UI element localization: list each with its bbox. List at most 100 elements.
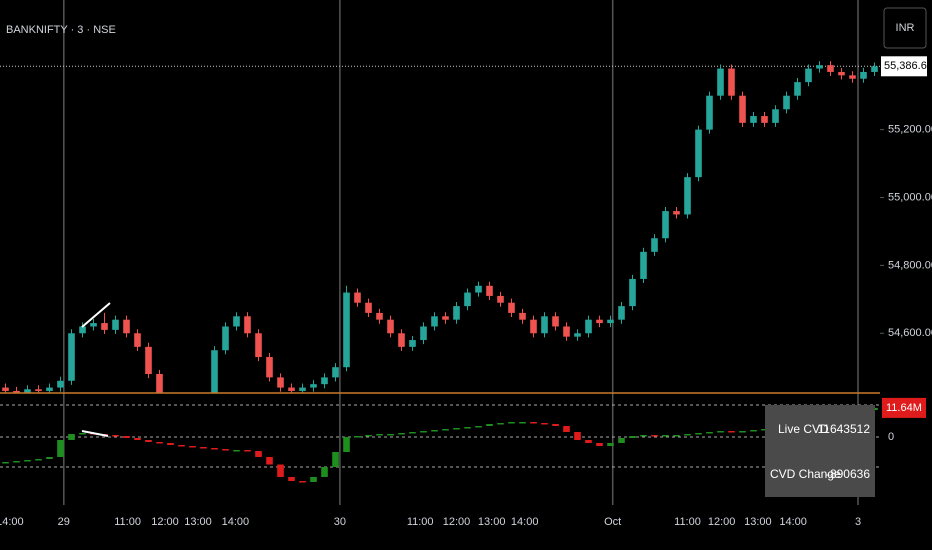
cvd-bar [464, 427, 471, 429]
candle-body [68, 333, 75, 381]
cvd-bar [728, 431, 735, 433]
cvd-bar [629, 436, 636, 438]
candle-body [651, 238, 658, 252]
candle-body [871, 66, 878, 72]
x-tick-label: 11:00 [114, 516, 141, 528]
candle-body [376, 312, 383, 320]
x-tick-label: 11:00 [674, 516, 701, 528]
candle-body [596, 319, 603, 324]
candle-body [46, 387, 53, 391]
table-cell: Live CVD [778, 422, 829, 436]
cvd-table: Live CVD 11643512 CVD Change -890636 [765, 405, 875, 497]
candle-body [695, 129, 702, 178]
cvd-bar [365, 435, 372, 437]
cvd-bar [552, 424, 559, 426]
cvd-bar [717, 431, 724, 433]
x-tick-label: 12:00 [151, 516, 179, 528]
currency-label[interactable]: INR [896, 22, 915, 34]
cvd-bar [398, 433, 405, 435]
candle-body [2, 387, 9, 391]
x-tick-label: 14:00 [511, 516, 539, 528]
candle-body [585, 319, 592, 334]
candle-body [156, 373, 163, 393]
cvd-bar [310, 477, 317, 482]
candle-body [706, 95, 713, 130]
x-tick-label: 14:00 [222, 516, 250, 528]
candle-body [90, 323, 97, 327]
currency-button[interactable] [883, 7, 927, 49]
cvd-bar [200, 447, 207, 449]
cvd-bar [453, 428, 460, 430]
candle-body [750, 116, 757, 123]
candle-body [783, 95, 790, 110]
candle-body [101, 323, 108, 330]
cvd-bar [662, 435, 669, 437]
candle-body [640, 251, 647, 279]
cvd-bar [189, 446, 196, 448]
cvd-bar [420, 431, 427, 433]
cvd-bar [123, 436, 130, 438]
x-tick-label: 3 [855, 516, 861, 528]
x-tick-label: 12:00 [443, 516, 471, 528]
candle-body [266, 357, 273, 378]
candle-body [860, 71, 867, 79]
axes: 14:002911:0012:0013:0014:003011:0012:001… [0, 56, 932, 528]
cvd-bar [706, 432, 713, 434]
candle-body [794, 82, 801, 96]
candle-body [717, 68, 724, 96]
cvd-bar [211, 448, 218, 450]
candle-body [123, 319, 130, 334]
table-cell: CVD Change [770, 467, 841, 481]
cvd-bar [618, 438, 625, 443]
candle-body [24, 389, 31, 393]
candle-body [288, 387, 295, 391]
candle-body [211, 350, 218, 393]
cvd-bar [541, 423, 548, 425]
candle-body [145, 346, 152, 374]
cvd-bar [684, 434, 691, 436]
candle-body [838, 71, 845, 76]
cvd-bar [2, 462, 9, 464]
cvd-bar [178, 445, 185, 447]
candle-body [453, 306, 460, 320]
candle-body [816, 65, 823, 69]
x-tick-label: 13:00 [744, 516, 772, 528]
cvd-last-box [882, 397, 926, 418]
candle-body [409, 340, 416, 347]
candle-body [13, 390, 20, 393]
cvd-bar [13, 461, 20, 463]
cvd-bar [299, 481, 306, 483]
cvd-bar [530, 422, 537, 424]
cvd-bar [387, 434, 394, 436]
last-price-label: 55,386.65 [884, 60, 932, 72]
candle-body [574, 333, 581, 337]
cvd-bar [222, 449, 229, 451]
candle-body [310, 384, 317, 388]
cvd-bar [739, 431, 746, 433]
cvd-bar [134, 438, 141, 440]
candle-body [112, 319, 119, 330]
candle-body [618, 306, 625, 320]
y-tick-label: 54,600.00 [888, 327, 932, 339]
candle-body [387, 319, 394, 334]
cvd-bar [343, 437, 350, 452]
candle-body [332, 367, 339, 378]
x-tick-label: Oct [604, 516, 621, 528]
candle-body [486, 285, 493, 296]
candle-body [277, 377, 284, 388]
y-tick-label: 55,000.00 [888, 191, 932, 203]
cvd-bar [640, 435, 647, 437]
cvd-bar [574, 432, 581, 440]
x-tick-label: 13:00 [478, 516, 506, 528]
x-tick-label: 11:00 [407, 516, 434, 528]
candle-body [552, 316, 559, 327]
cvd-bar [651, 435, 658, 437]
candle-body [442, 316, 449, 320]
candle-body [57, 380, 64, 388]
x-tick-label: 12:00 [708, 516, 736, 528]
cvd-bar [596, 443, 603, 446]
cvd-bar [497, 423, 504, 425]
cvd-bar [508, 422, 515, 424]
candle-body [530, 319, 537, 334]
candle-body [673, 211, 680, 215]
